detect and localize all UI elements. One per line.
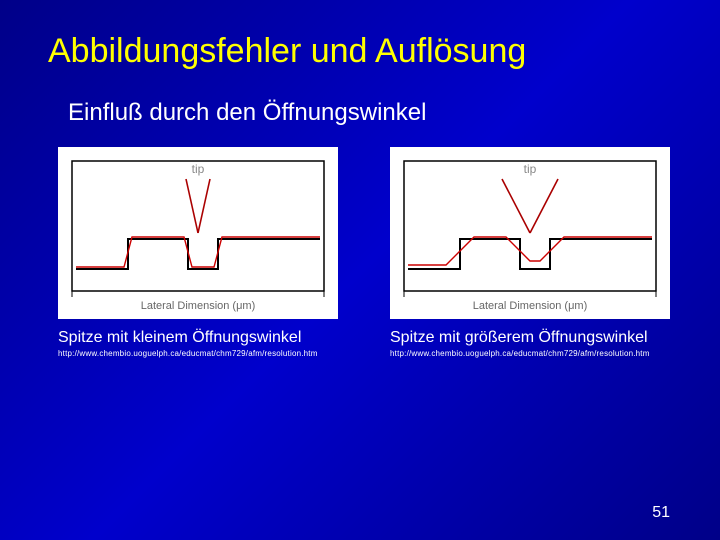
diagram-left: tip Lateral Dimension (μm) Spitze mit kl…: [58, 147, 338, 358]
page-number: 51: [652, 504, 670, 522]
diagram-right-figure: tip Lateral Dimension (μm): [390, 147, 670, 319]
diagram-row: tip Lateral Dimension (μm) Spitze mit kl…: [0, 127, 720, 358]
url-right: http://www.chembio.uoguelph.ca/educmat/c…: [390, 349, 670, 358]
slide-subtitle: Einfluß durch den Öffnungswinkel: [0, 71, 720, 127]
xaxis-label-right: Lateral Dimension (μm): [473, 300, 588, 312]
diagram-left-figure: tip Lateral Dimension (μm): [58, 147, 338, 319]
caption-left: Spitze mit kleinem Öffnungswinkel: [58, 329, 338, 347]
url-left: http://www.chembio.uoguelph.ca/educmat/c…: [58, 349, 338, 358]
diagram-right: tip Lateral Dimension (μm) Spitze mit gr…: [390, 147, 670, 358]
slide-title: Abbildungsfehler und Auflösung: [0, 0, 720, 71]
xaxis-label-left: Lateral Dimension (μm): [141, 300, 256, 312]
tip-label-right: tip: [524, 162, 537, 176]
caption-right: Spitze mit größerem Öffnungswinkel: [390, 329, 670, 347]
tip-label-left: tip: [192, 162, 205, 176]
